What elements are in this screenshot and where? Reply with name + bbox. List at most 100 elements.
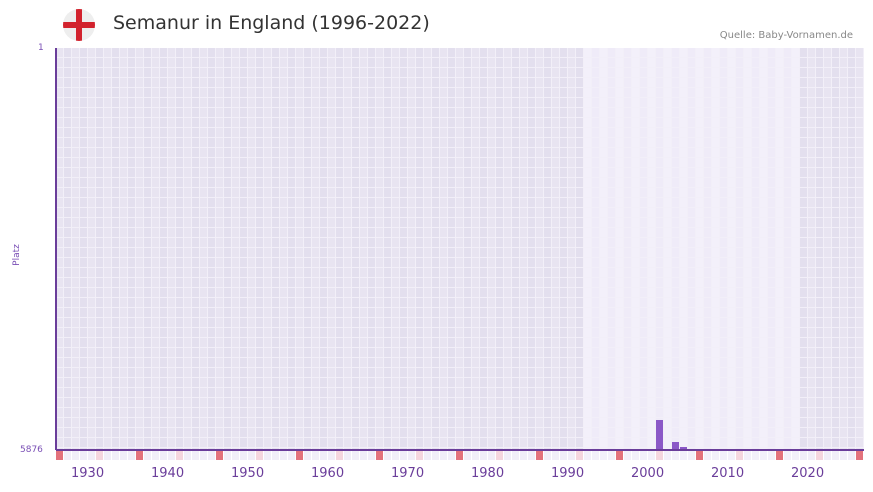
- year-marker: [256, 451, 263, 460]
- year-column: [72, 48, 80, 450]
- y-tick-top: 1: [38, 43, 44, 53]
- year-marker: [664, 451, 671, 460]
- year-marker: [376, 451, 383, 460]
- rank-bar[interactable]: [656, 420, 663, 450]
- year-marker: [632, 451, 639, 460]
- year-column: [472, 48, 480, 450]
- year-marker: [208, 451, 215, 460]
- year-column: [784, 48, 792, 450]
- rank-bar[interactable]: [672, 442, 679, 450]
- year-column: [824, 48, 832, 450]
- year-marker: [440, 451, 447, 460]
- year-column: [176, 48, 184, 450]
- year-column: [672, 48, 680, 450]
- year-marker: [352, 451, 359, 460]
- x-tick-label: 1950: [231, 466, 265, 481]
- year-marker: [832, 451, 839, 460]
- year-marker: [680, 451, 687, 460]
- year-column: [480, 48, 488, 450]
- year-marker: [784, 451, 791, 460]
- year-column: [208, 48, 216, 450]
- year-marker: [808, 451, 815, 460]
- year-column: [816, 48, 824, 450]
- year-marker: [112, 451, 119, 460]
- year-marker: [304, 451, 311, 460]
- year-column: [248, 48, 256, 450]
- year-column: [56, 48, 64, 450]
- year-marker: [424, 451, 431, 460]
- x-tick-label: 1990: [551, 466, 585, 481]
- year-marker: [752, 451, 759, 460]
- year-column: [504, 48, 512, 450]
- year-column: [688, 48, 696, 450]
- year-marker: [640, 451, 647, 460]
- year-marker: [328, 451, 335, 460]
- x-tick-label: 2000: [631, 466, 665, 481]
- year-column: [680, 48, 688, 450]
- year-marker: [136, 451, 143, 460]
- year-marker: [528, 451, 535, 460]
- year-column: [432, 48, 440, 450]
- year-marker: [272, 451, 279, 460]
- year-marker: [600, 451, 607, 460]
- year-column: [456, 48, 464, 450]
- year-marker: [800, 451, 807, 460]
- year-column: [64, 48, 72, 450]
- year-column: [88, 48, 96, 450]
- england-flag-icon: [63, 9, 95, 41]
- year-column: [728, 48, 736, 450]
- year-marker: [840, 451, 847, 460]
- year-marker: [552, 451, 559, 460]
- year-marker: [648, 451, 655, 460]
- year-marker: [392, 451, 399, 460]
- year-column: [776, 48, 784, 450]
- year-column: [376, 48, 384, 450]
- year-column: [624, 48, 632, 450]
- year-marker: [760, 451, 767, 460]
- year-marker: [168, 451, 175, 460]
- year-marker: [608, 451, 615, 460]
- year-column: [584, 48, 592, 450]
- year-marker: [216, 451, 223, 460]
- year-column: [736, 48, 744, 450]
- year-column: [352, 48, 360, 450]
- year-marker: [400, 451, 407, 460]
- rank-bar[interactable]: [680, 447, 687, 450]
- year-marker: [744, 451, 751, 460]
- x-axis-line: [56, 449, 864, 451]
- year-column: [536, 48, 544, 450]
- year-marker: [576, 451, 583, 460]
- year-column: [104, 48, 112, 450]
- year-marker: [64, 451, 71, 460]
- year-marker: [296, 451, 303, 460]
- year-marker: [584, 451, 591, 460]
- x-tick-label: 2010: [711, 466, 745, 481]
- year-column: [544, 48, 552, 450]
- year-marker: [320, 451, 327, 460]
- year-column: [520, 48, 528, 450]
- year-column: [216, 48, 224, 450]
- year-marker: [288, 451, 295, 460]
- year-column: [80, 48, 88, 450]
- year-marker: [624, 451, 631, 460]
- year-column: [192, 48, 200, 450]
- year-column: [304, 48, 312, 450]
- year-marker: [240, 451, 247, 460]
- year-column: [640, 48, 648, 450]
- year-column: [440, 48, 448, 450]
- year-marker: [160, 451, 167, 460]
- x-tick-label: 1980: [471, 466, 505, 481]
- year-column: [384, 48, 392, 450]
- year-marker: [792, 451, 799, 460]
- year-column: [160, 48, 168, 450]
- year-column: [272, 48, 280, 450]
- year-marker: [672, 451, 679, 460]
- year-marker: [704, 451, 711, 460]
- year-marker: [464, 451, 471, 460]
- year-column: [512, 48, 520, 450]
- year-column: [648, 48, 656, 450]
- year-column: [184, 48, 192, 450]
- x-tick-label: 1960: [311, 466, 345, 481]
- year-column: [408, 48, 416, 450]
- year-marker: [408, 451, 415, 460]
